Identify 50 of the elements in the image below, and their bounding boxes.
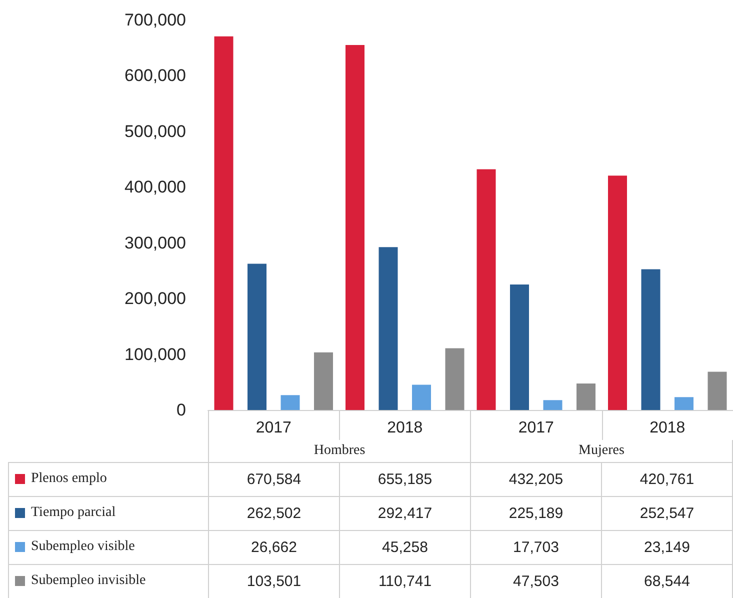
bar [280,395,300,410]
bar [412,384,431,410]
data-label: 103,501 [208,564,340,598]
y-tick-label: 600,000 [124,66,186,86]
text: Mujeres [470,440,732,462]
bar [445,348,464,410]
y-tick-label: 0 [176,400,186,420]
bar [608,176,627,410]
bar [576,384,596,410]
data-label: 292,417 [340,496,470,530]
bar [674,397,694,410]
data-label: 670,584 [208,462,340,496]
data-label: 432,205 [470,462,602,496]
data-label: 110,741 [340,564,470,598]
x-tick-label: 2018 [650,420,686,436]
data-label: 45,258 [340,530,470,564]
data-label: 17,703 [470,530,602,564]
data-label: 252,547 [602,496,732,530]
data-label: 262,502 [208,496,340,530]
y-tick-label: 400,000 [124,178,186,197]
data-label: 420,761 [602,462,732,496]
x-tick-label: 2017 [518,420,554,436]
bar [708,372,727,410]
bar [543,400,562,410]
data-label: 23,149 [602,530,732,564]
y-tick-label: 700,000 [124,10,186,30]
data-label: 655,185 [340,462,470,496]
bar [510,284,529,410]
data-label: 47,503 [470,564,602,598]
y-tick-label: 500,000 [124,122,186,141]
y-tick-label: 300,000 [124,233,186,252]
legend-label: Tiempo parcial [8,496,208,530]
x-tick-label: 2017 [256,420,292,436]
bar [346,44,364,410]
y-tick-label: 200,000 [124,289,186,308]
legend-label: Plenos emplo [8,462,208,496]
data-label: 26,662 [208,530,340,564]
bar [214,36,234,410]
data-label: 68,544 [602,564,732,598]
bar [378,247,398,410]
text: Hombres [208,440,470,462]
data-label: 225,189 [470,496,602,530]
x-tick-label: 2018 [387,420,423,436]
bar [476,169,496,410]
y-tick-label: 100,000 [124,344,186,364]
bar [314,352,333,410]
legend-label: Subempleo invisible [8,564,208,598]
bar [248,264,266,410]
bar [641,269,660,410]
legend-label: Subempleo visible [8,530,208,564]
